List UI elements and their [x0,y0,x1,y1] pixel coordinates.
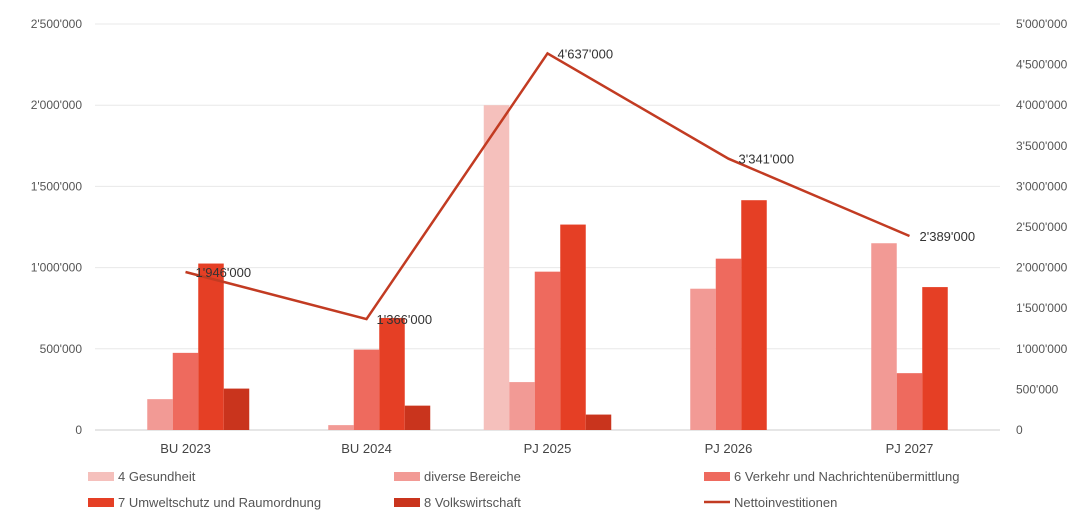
bar-6-verkehr-und-nachrichten-bermittlung [534,271,561,430]
bar-6-verkehr-und-nachrichten-bermittlung [353,349,380,430]
right-tick-label: 0 [1016,423,1023,437]
line-series: 1'946'000 1'366'000 4'637'000 3'341'000 2'38… [185,46,976,327]
right-tick-label: 3'500'000 [1016,139,1068,153]
legend-label: 7 Umweltschutz und Raumordnung [118,495,321,510]
legend-label: 6 Verkehr und Nachrichtenübermittlung [734,469,959,484]
left-tick-label: 2'000'000 [31,98,83,112]
category-label: PJ 2026 [705,441,753,456]
legend-swatch [88,498,114,507]
left-axis-ticks: 0 500'000 1'000'000 1'500'000 2'000'000 2'500… [31,17,83,437]
bar-diverse-bereiche [871,243,897,430]
bar-6-verkehr-und-nachrichten-bermittlung [896,373,923,430]
bar-7-umweltschutz-und-raumordnung [922,287,948,430]
category-label: BU 2023 [160,441,211,456]
left-tick-label: 1'000'000 [31,261,83,275]
bar-diverse-bereiche [690,288,716,430]
bar-8-volkswirtschaft [585,414,612,430]
category-label: PJ 2025 [524,441,572,456]
category-label: BU 2024 [341,441,392,456]
legend-swatch [394,498,420,507]
bar-4-gesundheit [483,105,510,430]
legend: 4 Gesundheit diverse Bereiche 6 Verkehr un… [88,469,959,510]
bar-6-verkehr-und-nachrichten-bermittlung [715,258,742,430]
bar-8-volkswirtschaft [404,405,431,430]
bar-diverse-bereiche [147,399,173,430]
legend-swatch [88,472,114,481]
left-tick-label: 2'500'000 [31,17,83,31]
right-tick-label: 4'000'000 [1016,98,1068,112]
right-tick-label: 500'000 [1016,382,1059,396]
right-tick-label: 5'000'000 [1016,17,1068,31]
legend-label: diverse Bereiche [424,469,521,484]
line-data-label: 1'946'000 [196,265,252,280]
left-tick-label: 0 [75,423,82,437]
bar-6-verkehr-und-nachrichten-bermittlung [172,352,199,430]
legend-swatch [704,472,730,481]
line-data-label: 4'637'000 [558,46,614,61]
legend-label: 8 Volkswirtschaft [424,495,521,510]
legend-label: Nettoinvestitionen [734,495,837,510]
line-data-label: 1'366'000 [377,312,433,327]
legend-label: 4 Gesundheit [118,469,196,484]
bar-diverse-bereiche [509,382,535,430]
line-nettoinvestitionen [185,51,910,321]
right-tick-label: 1'000'000 [1016,342,1068,356]
bar-7-umweltschutz-und-raumordnung [198,263,224,430]
category-label: PJ 2027 [886,441,934,456]
right-tick-label: 4'500'000 [1016,58,1068,72]
bar-7-umweltschutz-und-raumordnung [560,224,586,430]
category-labels: BU 2023 BU 2024 PJ 2025 PJ 2026 PJ 2027 [160,441,933,456]
bar-series [147,105,948,430]
right-tick-label: 2'000'000 [1016,261,1068,275]
right-axis-ticks: 0 500'000 1'000'000 1'500'000 2'000'000 2'500… [1016,17,1068,437]
line-data-label: 3'341'000 [739,152,795,167]
line-data-label: 2'389'000 [920,229,976,244]
left-tick-label: 1'500'000 [31,179,83,193]
left-tick-label: 500'000 [40,342,83,356]
legend-swatch [394,472,420,481]
right-tick-label: 2'500'000 [1016,220,1068,234]
bar-diverse-bereiche [328,425,354,430]
bar-8-volkswirtschaft [223,388,250,430]
bar-7-umweltschutz-und-raumordnung [741,200,767,430]
right-tick-label: 1'500'000 [1016,301,1068,315]
right-tick-label: 3'000'000 [1016,179,1068,193]
gridlines [95,23,1000,431]
bar-7-umweltschutz-und-raumordnung [379,317,405,430]
